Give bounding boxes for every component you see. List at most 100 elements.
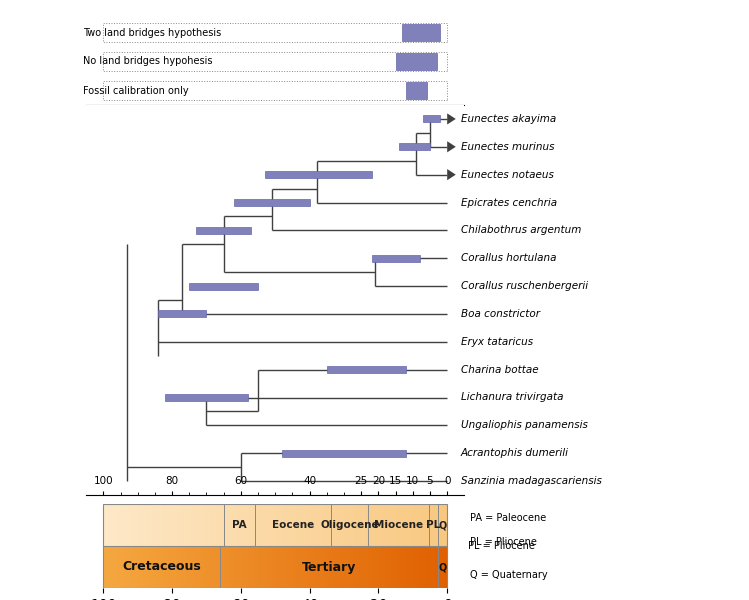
Bar	[372, 504, 373, 546]
Bar	[207, 504, 208, 546]
Bar	[131, 504, 133, 546]
Bar	[401, 504, 402, 546]
Bar	[236, 546, 237, 588]
Bar	[342, 546, 344, 588]
Bar	[380, 546, 382, 588]
Bar	[229, 546, 231, 588]
Bar	[312, 546, 313, 588]
Bar	[243, 504, 244, 546]
Bar	[105, 546, 107, 588]
Bar	[327, 546, 329, 588]
Bar	[308, 504, 309, 546]
Bar	[356, 504, 358, 546]
Bar	[363, 546, 365, 588]
Bar	[303, 546, 305, 588]
Bar	[440, 504, 442, 546]
Bar	[216, 504, 219, 546]
Bar	[261, 546, 263, 588]
Bar	[199, 504, 201, 546]
Bar	[170, 504, 172, 546]
Bar	[198, 546, 199, 588]
Bar	[174, 546, 175, 588]
Bar	[178, 546, 179, 588]
Bar	[133, 546, 134, 588]
Bar	[210, 504, 212, 546]
Bar	[241, 504, 243, 546]
Bar	[443, 546, 446, 588]
Bar	[199, 546, 201, 588]
Bar	[344, 546, 346, 588]
Bar	[377, 504, 378, 546]
Bar	[224, 504, 225, 546]
Text: Q = Quaternary: Q = Quaternary	[470, 571, 548, 580]
Bar	[334, 504, 336, 546]
Bar	[231, 504, 232, 546]
Bar	[418, 504, 419, 546]
Bar	[215, 546, 216, 588]
Bar	[313, 504, 315, 546]
Bar	[383, 504, 385, 546]
Bar	[303, 504, 305, 546]
Bar	[103, 546, 105, 588]
Bar	[431, 546, 434, 588]
Bar	[365, 504, 366, 546]
Polygon shape	[447, 169, 456, 180]
Bar	[325, 504, 327, 546]
Text: Eryx tataricus: Eryx tataricus	[461, 337, 533, 347]
Bar	[292, 546, 294, 588]
Bar	[191, 546, 192, 588]
Bar	[406, 82, 426, 99]
Bar	[389, 546, 390, 588]
Bar	[288, 504, 289, 546]
Bar	[155, 504, 157, 546]
Bar	[416, 504, 418, 546]
Text: Tertiary: Tertiary	[302, 560, 357, 574]
Bar	[244, 504, 246, 546]
Bar	[413, 546, 414, 588]
Bar	[413, 504, 414, 546]
Bar	[294, 546, 296, 588]
Bar	[189, 504, 191, 546]
Bar	[324, 504, 325, 546]
Bar	[258, 504, 260, 546]
Bar	[249, 546, 251, 588]
Bar	[126, 546, 127, 588]
Bar	[260, 504, 261, 546]
Bar	[446, 504, 447, 546]
Text: PL = Pliocene: PL = Pliocene	[468, 541, 535, 551]
Bar	[138, 546, 139, 588]
Text: Eocene: Eocene	[272, 520, 314, 530]
Bar	[342, 504, 344, 546]
Bar	[183, 546, 184, 588]
Bar	[167, 504, 169, 546]
Bar	[195, 504, 196, 546]
Bar	[425, 546, 426, 588]
Bar	[267, 546, 268, 588]
Bar	[334, 546, 336, 588]
Text: Two land bridges hypothesis: Two land bridges hypothesis	[82, 28, 221, 37]
Bar	[243, 546, 244, 588]
Bar	[317, 546, 318, 588]
Bar	[273, 546, 275, 588]
Bar	[189, 546, 191, 588]
Bar	[416, 546, 418, 588]
Bar	[220, 504, 222, 546]
Bar	[418, 546, 419, 588]
Bar	[181, 504, 183, 546]
Bar	[318, 504, 320, 546]
Bar	[267, 504, 268, 546]
Bar	[442, 504, 443, 546]
Bar	[112, 546, 114, 588]
Bar	[192, 546, 195, 588]
Bar	[349, 504, 351, 546]
Bar	[248, 504, 249, 546]
Bar	[127, 504, 129, 546]
Bar	[208, 504, 210, 546]
Bar	[155, 546, 157, 588]
Bar	[358, 504, 360, 546]
Bar	[105, 504, 107, 546]
Bar	[232, 546, 234, 588]
Bar	[145, 546, 146, 588]
Bar	[248, 546, 249, 588]
Bar	[124, 504, 126, 546]
